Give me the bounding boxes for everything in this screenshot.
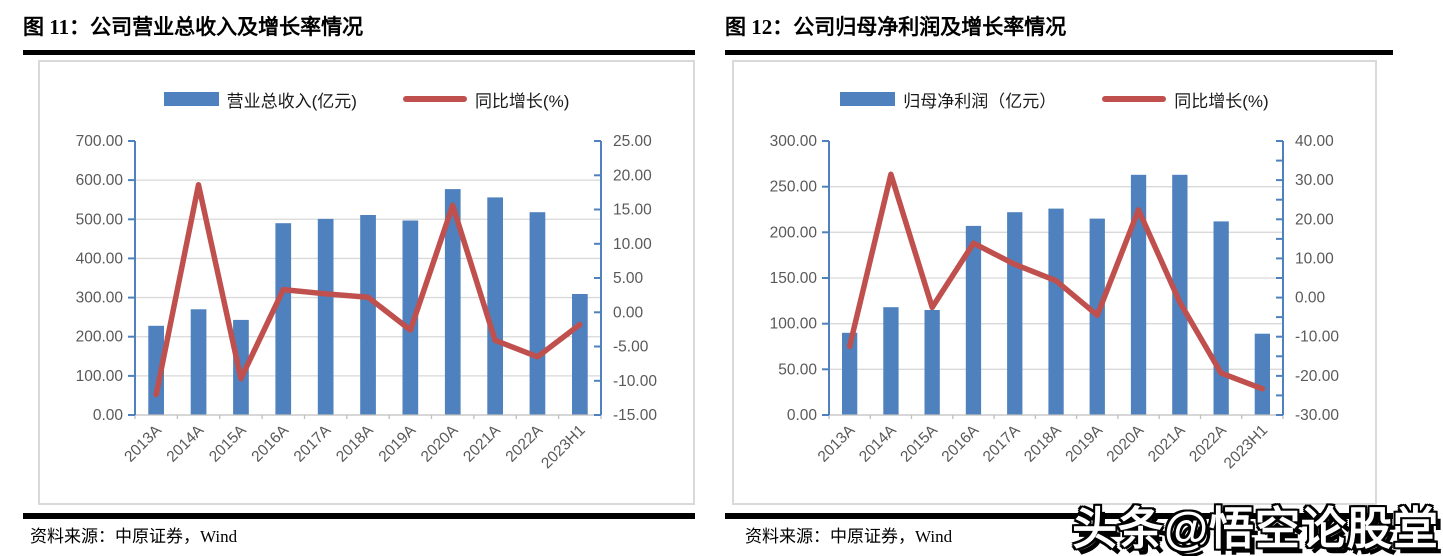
svg-text:0.00: 0.00: [613, 304, 644, 321]
svg-text:20.00: 20.00: [1295, 211, 1334, 228]
svg-text:200.00: 200.00: [770, 224, 818, 241]
bar-swatch-icon: [840, 92, 896, 106]
svg-text:20.00: 20.00: [613, 167, 652, 184]
figure-title: 图 12：公司归母净利润及增长率情况: [725, 15, 1067, 39]
net-profit-chart-area: 归母净利润（亿元） 同比增长(%) 0.00 50.00 100.00 150.00 2…: [732, 60, 1377, 505]
title-divider: [725, 50, 1393, 55]
svg-text:0.00: 0.00: [787, 407, 818, 424]
legend-item-line: 同比增长(%): [1102, 87, 1269, 112]
svg-text:2015A: 2015A: [897, 421, 941, 465]
legend-label: 营业总收入(亿元): [226, 91, 357, 111]
svg-text:-20.00: -20.00: [1295, 368, 1339, 385]
svg-text:2018A: 2018A: [333, 421, 377, 465]
legend-item-bar: 归母净利润（亿元）: [840, 87, 1056, 112]
legend-item-line: 同比增长(%): [402, 87, 570, 112]
legend-item-bar: 营业总收入(亿元): [163, 87, 357, 112]
svg-text:2017A: 2017A: [980, 421, 1024, 465]
chart-legend: 营业总收入(亿元) 同比增长(%): [40, 62, 693, 114]
svg-text:150.00: 150.00: [770, 270, 818, 287]
figure-title: 图 11：公司营业总收入及增长率情况: [23, 15, 364, 39]
line-swatch-icon: [402, 96, 467, 102]
svg-text:25.00: 25.00: [613, 133, 652, 150]
svg-text:15.00: 15.00: [613, 202, 652, 219]
svg-text:2019A: 2019A: [376, 421, 420, 465]
chart-legend: 归母净利润（亿元） 同比增长(%): [734, 62, 1375, 114]
legend-label: 归母净利润（亿元）: [903, 91, 1057, 111]
bar-swatch-icon: [163, 92, 219, 106]
svg-text:-10.00: -10.00: [1295, 329, 1339, 346]
svg-text:2020A: 2020A: [418, 421, 462, 465]
svg-text:2017A: 2017A: [291, 421, 335, 465]
svg-text:2013A: 2013A: [815, 421, 859, 465]
svg-text:2023H1: 2023H1: [1221, 422, 1271, 472]
svg-text:0.00: 0.00: [93, 407, 124, 424]
svg-text:700.00: 700.00: [76, 133, 124, 150]
svg-text:-30.00: -30.00: [1295, 407, 1339, 424]
revenue-chart-area: 营业总收入(亿元) 同比增长(%) 0.00 100.00 200.00 300.00…: [38, 60, 695, 505]
svg-text:2016A: 2016A: [248, 421, 292, 465]
revenue-chart-svg: 0.00 100.00 200.00 300.00 400.00 500.00 600.00…: [76, 133, 658, 472]
svg-text:30.00: 30.00: [1295, 172, 1334, 189]
bottom-divider: [725, 513, 1393, 519]
bottom-divider: [23, 513, 695, 519]
svg-text:2014A: 2014A: [856, 421, 900, 465]
svg-text:40.00: 40.00: [1295, 133, 1334, 150]
svg-text:-15.00: -15.00: [613, 407, 657, 424]
svg-text:50.00: 50.00: [778, 361, 817, 378]
svg-text:500.00: 500.00: [76, 211, 124, 228]
legend-label: 同比增长(%): [1174, 91, 1269, 111]
figure-panel-revenue: 图 11：公司营业总收入及增长率情况 营业总收入(亿元) 同比增长(%) 0.0…: [23, 10, 695, 548]
svg-text:-5.00: -5.00: [613, 339, 649, 356]
svg-text:300.00: 300.00: [76, 290, 124, 307]
svg-text:10.00: 10.00: [613, 236, 652, 253]
svg-text:5.00: 5.00: [613, 270, 644, 287]
legend-label: 同比增长(%): [474, 91, 570, 111]
svg-text:250.00: 250.00: [770, 179, 818, 196]
svg-text:400.00: 400.00: [76, 250, 124, 267]
net-profit-chart-svg: 0.00 50.00 100.00 150.00 200.00 250.00 300.00 -…: [770, 133, 1340, 472]
svg-text:10.00: 10.00: [1295, 250, 1334, 267]
line-swatch-icon: [1102, 96, 1167, 102]
svg-text:2016A: 2016A: [939, 421, 983, 465]
title-divider: [23, 50, 695, 55]
svg-text:2014A: 2014A: [164, 421, 208, 465]
svg-text:600.00: 600.00: [76, 172, 124, 189]
svg-text:300.00: 300.00: [770, 133, 818, 150]
svg-text:2020A: 2020A: [1104, 421, 1148, 465]
svg-text:2021A: 2021A: [460, 421, 504, 465]
svg-text:2015A: 2015A: [206, 421, 250, 465]
svg-text:100.00: 100.00: [76, 368, 124, 385]
svg-text:2018A: 2018A: [1021, 421, 1065, 465]
svg-text:-10.00: -10.00: [613, 373, 657, 390]
svg-text:2019A: 2019A: [1062, 421, 1106, 465]
source-text: 资料来源：中原证券，Wind: [30, 527, 238, 546]
svg-text:0.00: 0.00: [1295, 290, 1326, 307]
svg-text:200.00: 200.00: [76, 329, 124, 346]
watermark: 头条@悟空论股堂: [1072, 503, 1439, 554]
figure-panel-net-profit: 图 12：公司归母净利润及增长率情况 归母净利润（亿元） 同比增长(%) 0.0…: [725, 10, 1393, 548]
svg-text:2021A: 2021A: [1145, 421, 1189, 465]
svg-text:100.00: 100.00: [770, 316, 818, 333]
svg-text:2013A: 2013A: [121, 421, 165, 465]
source-text: 资料来源：中原证券，Wind: [745, 527, 953, 546]
svg-text:2023H1: 2023H1: [538, 422, 588, 472]
